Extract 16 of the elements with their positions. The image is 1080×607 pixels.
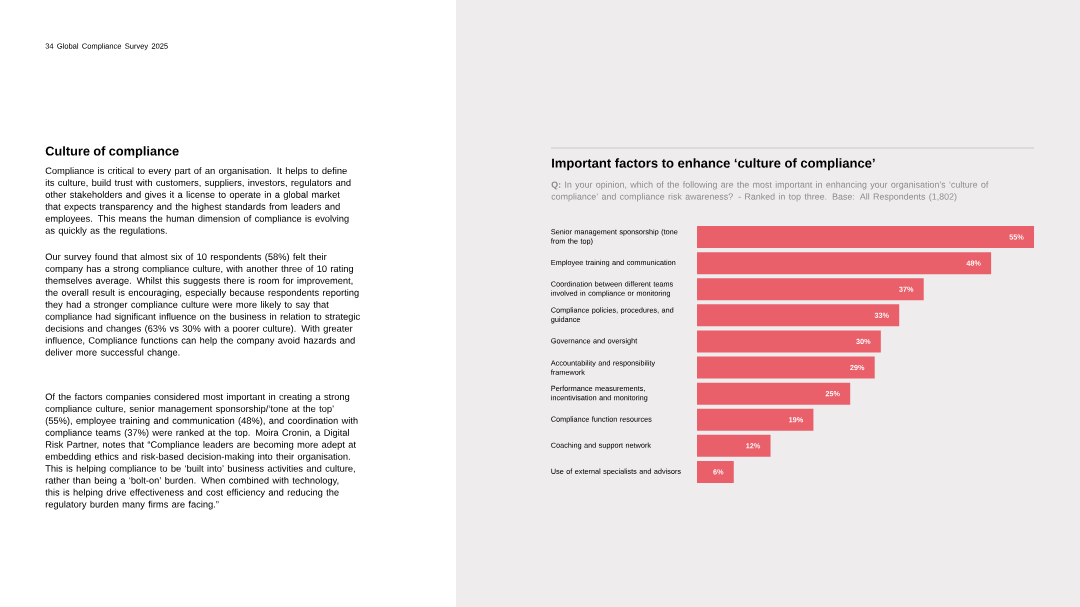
chart-subtitle: Q: In your opinion, which of the following are the most important in enhancing your organisation’s ‘culture of compliance’ and compliance risk awareness? - Ranked in top three. Base: All Respondents (1,802)	[551, 181, 989, 202]
bar	[697, 460, 734, 483]
bar	[697, 408, 814, 431]
bar	[697, 356, 875, 379]
bar	[697, 434, 771, 457]
bar	[697, 252, 992, 275]
bar	[697, 330, 881, 353]
text: Our survey found that almost six of 10 respondents (58%) felt their company has a strong compliance culture, with another three of 10 rating themselves average. Whilst this suggests there is room for improvement, the overall result is encouraging, especially because respondents reporting they had a stronger compliance culture were more likely to say that compliance had significant influence on the business in relation to strategic decisions and changes (63% vs 30% with a poorer culture). With greater influence, Compliance functions can help the company avoid hazards and deliver more successful change.	[45, 253, 360, 358]
bar	[697, 304, 900, 327]
chart-title: Important factors to enhance ‘culture of compliance’	[552, 158, 875, 171]
text: Of the factors companies considered most important in creating a strong compliance culture, senior management sponsorship/‘tone at the top’ (55%), employee training and communication (48%), and coordination with compliance teams (37%) were ranked at the top. Moira Cronin, a Digital Risk Partner, notes that “Compliance leaders are becoming more adept at embedding ethics and risk-based decision-making into their organisation. This is helping compliance to be ‘built into’ business activities and culture, rather than being a ‘bolt-on’ burden. When combined with technology, this is helping drive effectiveness and cost efficiency and reducing the regulatory burden many firms are facing.”	[45, 393, 358, 510]
bar	[697, 278, 924, 301]
text: Culture of compliance	[45, 146, 179, 159]
text: Compliance is critical to every part of an organisation. It helps to define its culture, build trust with customers, suppliers, investors, regulators and other stakeholders and gives it a license to operate in a global market that expects transparency and the highest standards from leaders and employees. This means the human dimension of compliance is evolving as quickly as the regulations.	[45, 167, 351, 236]
bar	[697, 382, 851, 405]
bar	[697, 226, 1035, 249]
